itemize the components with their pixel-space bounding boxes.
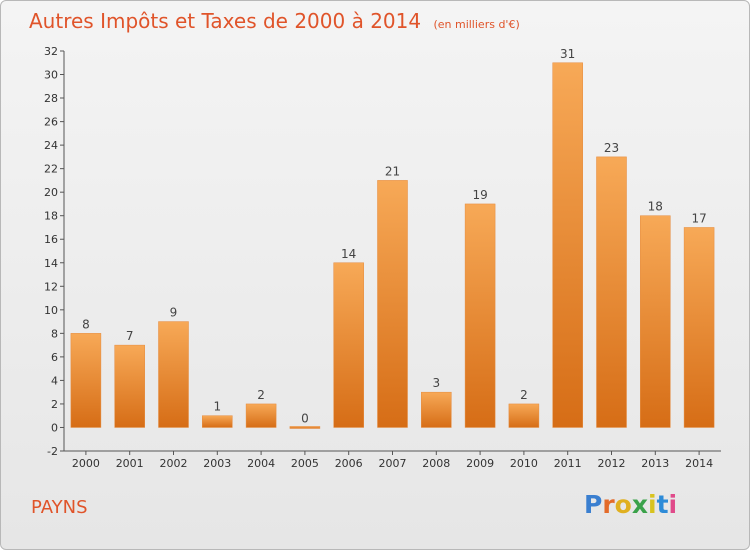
chart-unit-note: (en milliers d'€) — [433, 18, 520, 31]
bar — [464, 203, 496, 428]
x-tick-label: 2002 — [160, 457, 188, 470]
y-tick-label: 8 — [51, 327, 58, 340]
logo-letter: x — [631, 490, 648, 519]
bar — [245, 403, 277, 428]
bar — [596, 156, 627, 428]
bar-value-label: 14 — [341, 247, 356, 261]
x-tick-label: 2009 — [466, 457, 494, 470]
bar-value-label: 2 — [257, 388, 265, 402]
x-tick-label: 2004 — [247, 457, 275, 470]
bar — [202, 415, 233, 428]
bar-value-label: 23 — [604, 141, 619, 155]
logo-letter: t — [656, 490, 669, 519]
logo-letter: P — [584, 490, 603, 519]
y-tick-label: 22 — [44, 163, 58, 176]
y-tick-label: 12 — [44, 280, 58, 293]
x-tick-label: 2011 — [554, 457, 582, 470]
bar — [421, 391, 452, 428]
bar-value-label: 3 — [432, 376, 440, 390]
bar-value-label: 1 — [213, 400, 221, 414]
x-tick-label: 2001 — [116, 457, 144, 470]
bar-value-label: 31 — [560, 47, 575, 61]
y-tick-label: 28 — [44, 92, 58, 105]
bar — [70, 333, 102, 428]
x-tick-label: 2003 — [203, 457, 231, 470]
y-tick-label: 32 — [44, 45, 58, 58]
logo-letter: i — [668, 490, 678, 519]
commune-name: PAYNS — [31, 497, 88, 518]
y-tick-label: 10 — [44, 304, 58, 317]
bar-value-label: 19 — [472, 188, 487, 202]
x-tick-label: 2013 — [641, 457, 669, 470]
proxiti-logo[interactable]: Proxiti — [584, 490, 677, 519]
y-tick-label: -2 — [47, 445, 58, 458]
x-tick-label: 2010 — [510, 457, 538, 470]
bar-value-label: 7 — [126, 329, 134, 343]
x-tick-label: 2007 — [379, 457, 407, 470]
y-tick-label: 6 — [51, 351, 58, 364]
logo-letter: o — [614, 490, 632, 519]
y-tick-label: 30 — [44, 69, 58, 82]
y-tick-label: 26 — [44, 116, 58, 129]
y-tick-label: 0 — [51, 421, 58, 434]
y-tick-label: 18 — [44, 210, 58, 223]
bar-value-label: 2 — [520, 388, 528, 402]
bar-value-label: 18 — [648, 200, 663, 214]
y-tick-label: 20 — [44, 186, 58, 199]
bar-value-label: 21 — [385, 164, 400, 178]
x-tick-label: 2014 — [685, 457, 713, 470]
bar — [640, 215, 671, 428]
logo-letter: i — [648, 490, 657, 519]
bar — [114, 344, 145, 428]
chart-title-text: Autres Impôts et Taxes de 2000 à 2014 — [29, 9, 422, 33]
x-tick-label: 2005 — [291, 457, 319, 470]
bar — [289, 426, 321, 429]
bar — [552, 62, 583, 428]
x-tick-label: 2012 — [598, 457, 626, 470]
bar-value-label: 8 — [82, 317, 90, 331]
logo-letter: r — [602, 490, 615, 519]
y-tick-label: 24 — [44, 139, 58, 152]
y-tick-label: 16 — [44, 233, 58, 246]
bar — [508, 403, 540, 428]
x-tick-label: 2008 — [422, 457, 450, 470]
bar — [333, 262, 364, 428]
bar — [377, 180, 408, 428]
bar — [158, 321, 189, 428]
x-tick-label: 2006 — [335, 457, 363, 470]
y-tick-label: 2 — [51, 398, 58, 411]
bar-value-label: 17 — [691, 211, 706, 225]
bar-value-label: 0 — [301, 411, 309, 425]
chart-title: Autres Impôts et Taxes de 2000 à 2014 (e… — [29, 9, 520, 33]
y-tick-label: 14 — [44, 257, 58, 270]
x-tick-label: 2000 — [72, 457, 100, 470]
bar — [683, 227, 715, 428]
bar-value-label: 9 — [170, 306, 178, 320]
y-tick-label: 4 — [51, 374, 58, 387]
